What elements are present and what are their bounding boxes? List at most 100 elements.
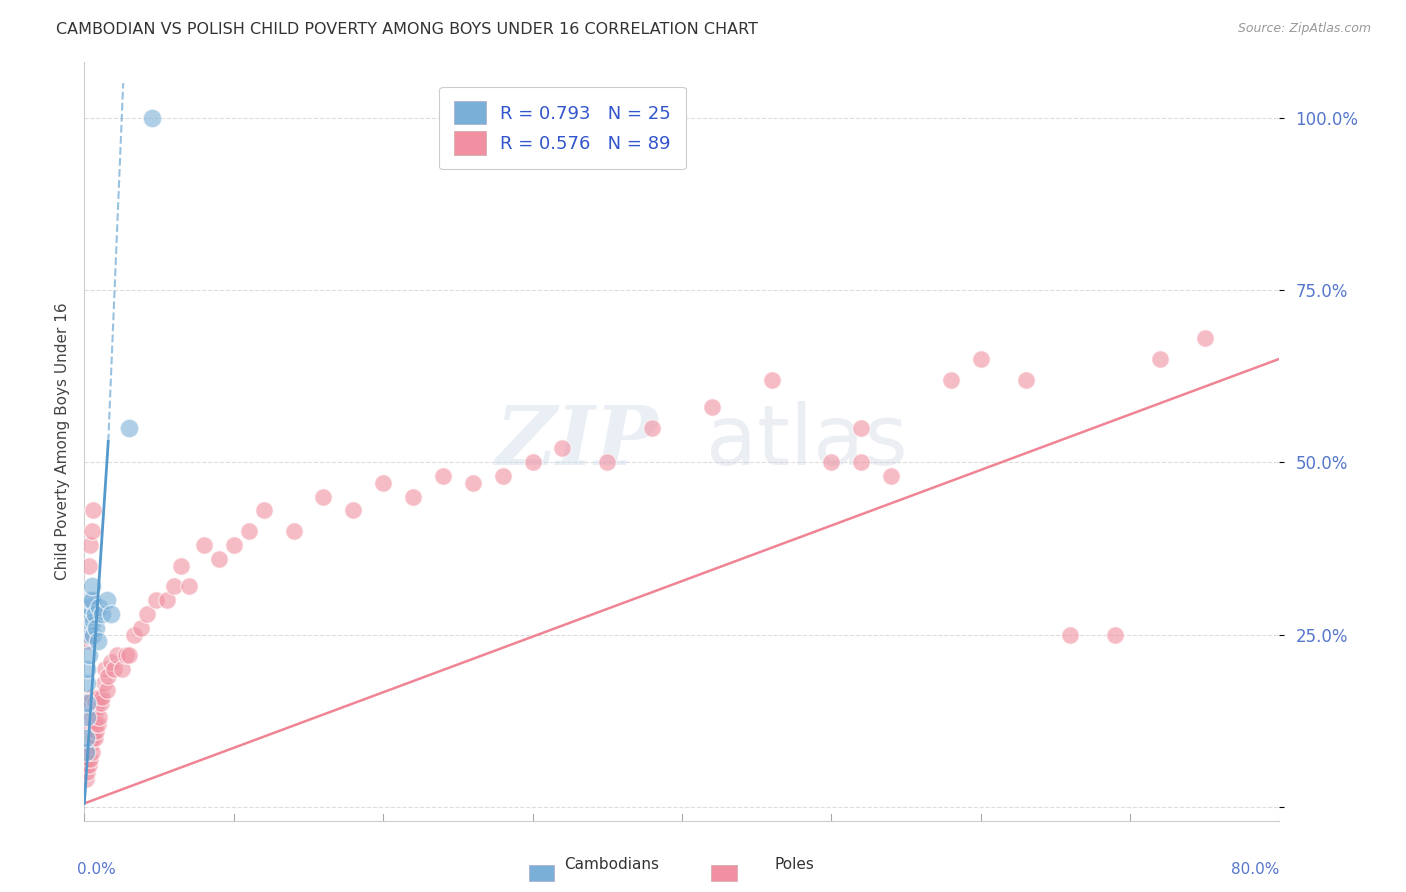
Text: CAMBODIAN VS POLISH CHILD POVERTY AMONG BOYS UNDER 16 CORRELATION CHART: CAMBODIAN VS POLISH CHILD POVERTY AMONG … (56, 22, 758, 37)
Point (76, 662, 98, 676)
Point (551, 442, 574, 456)
Point (283, 524, 305, 538)
Point (851, 455, 873, 469)
Y-axis label: Child Poverty Among Boys Under 16: Child Poverty Among Boys Under 16 (55, 302, 70, 581)
Point (87, 697, 110, 711)
Point (82, 614, 104, 628)
Point (342, 503, 364, 517)
Point (253, 503, 276, 517)
Point (89, 710, 111, 724)
Point (80, 710, 103, 724)
Text: Poles: Poles (775, 857, 814, 872)
Point (97, 669, 120, 683)
Point (77, 614, 100, 628)
Point (1014, 372, 1036, 386)
Text: 80.0%: 80.0% (1232, 862, 1279, 877)
Point (100, 607, 122, 621)
Text: Cambodians: Cambodians (564, 857, 659, 872)
Point (145, 593, 167, 607)
Point (641, 421, 664, 435)
Point (91, 690, 114, 704)
Point (75, 731, 97, 745)
Point (76, 765, 98, 780)
Point (155, 593, 177, 607)
Point (115, 648, 138, 663)
Point (77, 710, 100, 724)
Point (82, 717, 104, 731)
Point (432, 469, 454, 483)
Point (82, 503, 104, 517)
Point (83, 717, 105, 731)
Point (1059, 627, 1081, 641)
Point (77, 648, 100, 663)
Point (312, 490, 335, 504)
Point (87, 634, 110, 648)
Point (77, 745, 100, 759)
Point (77, 724, 100, 739)
Point (75, 772, 97, 787)
Point (86, 621, 108, 635)
Point (75, 717, 97, 731)
Point (79, 738, 101, 752)
Point (76, 697, 98, 711)
Point (79, 697, 101, 711)
Point (79, 599, 101, 614)
Point (93, 675, 115, 690)
Point (222, 538, 245, 552)
Point (970, 351, 993, 366)
Point (820, 455, 842, 469)
Point (700, 400, 723, 414)
Point (79, 593, 101, 607)
Point (87, 717, 110, 731)
Point (170, 558, 193, 573)
Point (83, 731, 105, 745)
Text: ZIP: ZIP (495, 401, 658, 482)
Point (82, 627, 104, 641)
Point (77, 558, 100, 573)
Point (77, 697, 100, 711)
Point (373, 475, 395, 490)
Point (79, 717, 101, 731)
Text: 0.0%: 0.0% (77, 862, 115, 877)
Point (492, 469, 515, 483)
Point (96, 593, 118, 607)
Point (880, 469, 903, 483)
Point (79, 538, 101, 552)
Point (76, 710, 98, 724)
Point (76, 634, 98, 648)
Point (76, 751, 98, 765)
Point (75, 745, 97, 759)
Point (461, 475, 484, 490)
Point (77, 758, 100, 772)
Point (89, 599, 111, 614)
Point (402, 490, 425, 504)
Point (76, 710, 98, 724)
Point (118, 648, 141, 663)
Point (80, 690, 103, 704)
Point (77, 627, 100, 641)
Point (522, 455, 544, 469)
Point (80, 579, 103, 593)
Point (141, 111, 163, 125)
Point (86, 724, 108, 739)
Point (118, 421, 141, 435)
Point (136, 607, 159, 621)
Point (94, 662, 117, 676)
Point (80, 731, 103, 745)
Point (177, 579, 200, 593)
Point (76, 675, 98, 690)
Point (75, 758, 97, 772)
Point (96, 682, 118, 697)
Point (105, 648, 128, 663)
Text: atlas: atlas (706, 401, 907, 482)
Point (1149, 351, 1171, 366)
Point (193, 538, 215, 552)
Point (208, 551, 231, 566)
Point (100, 655, 122, 669)
Point (129, 621, 152, 635)
Point (89, 690, 111, 704)
Point (122, 627, 145, 641)
Point (939, 372, 962, 386)
Point (83, 697, 105, 711)
Text: Source: ZipAtlas.com: Source: ZipAtlas.com (1237, 22, 1371, 36)
